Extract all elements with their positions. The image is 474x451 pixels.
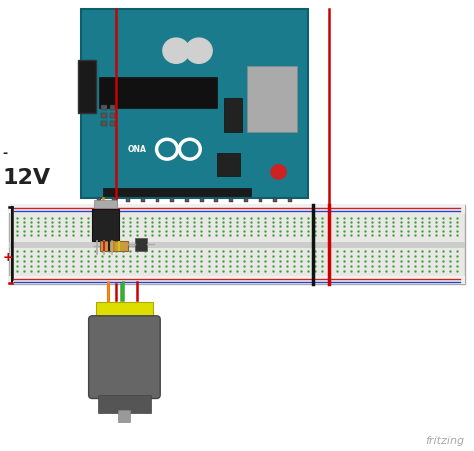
Bar (101, 121, 107, 126)
Bar (109, 113, 115, 118)
Bar (229, 198, 233, 202)
FancyBboxPatch shape (89, 316, 160, 399)
Bar (92, 209, 118, 241)
Bar (101, 105, 107, 110)
Bar (288, 198, 292, 202)
Bar (101, 113, 107, 118)
Bar (215, 198, 219, 202)
Bar (135, 238, 147, 251)
Bar (100, 241, 128, 251)
Bar (155, 198, 159, 202)
Bar (78, 60, 96, 113)
Text: fritzing: fritzing (425, 437, 465, 446)
Bar (273, 198, 277, 202)
Bar (111, 198, 115, 202)
Bar (246, 66, 297, 132)
Bar (109, 121, 115, 126)
Text: +: + (2, 251, 13, 263)
Text: ONA: ONA (128, 145, 147, 154)
Bar (9, 276, 465, 284)
Bar (126, 198, 130, 202)
Bar (99, 77, 217, 107)
Bar (98, 395, 151, 413)
Bar (118, 410, 129, 422)
Bar (259, 198, 263, 202)
Bar (217, 153, 240, 176)
Circle shape (163, 38, 190, 63)
Bar (9, 205, 465, 213)
Circle shape (271, 165, 286, 179)
Bar (185, 198, 189, 202)
Bar (141, 198, 145, 202)
Bar (9, 242, 465, 248)
Bar (81, 9, 308, 198)
Bar (97, 198, 100, 202)
Bar (94, 200, 117, 208)
Bar (244, 198, 248, 202)
Bar (96, 302, 153, 318)
Bar (224, 98, 242, 132)
Circle shape (186, 38, 212, 63)
Text: -: - (2, 147, 8, 160)
Bar (9, 205, 465, 284)
Bar (103, 188, 251, 196)
Text: 12V: 12V (2, 168, 51, 188)
Bar (200, 198, 204, 202)
Bar (170, 198, 174, 202)
Bar (109, 105, 115, 110)
